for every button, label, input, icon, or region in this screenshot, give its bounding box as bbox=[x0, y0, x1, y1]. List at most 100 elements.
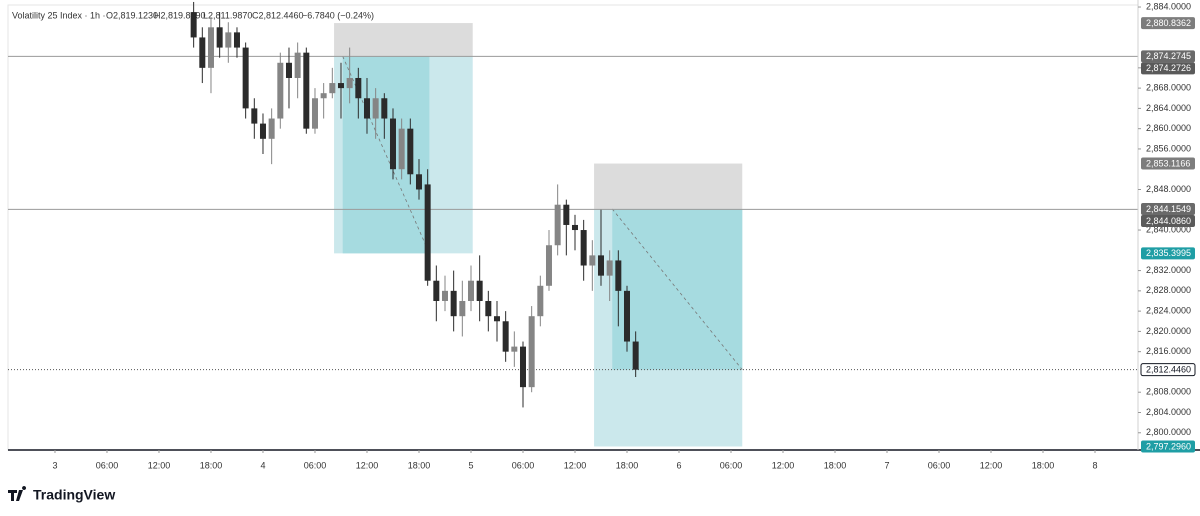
y-tick-label: 2,840.0000 bbox=[1146, 224, 1191, 234]
y-tick-label: 2,804.0000 bbox=[1146, 407, 1191, 417]
candle-body bbox=[294, 52, 301, 78]
price-badge bbox=[1141, 62, 1195, 75]
candle-body bbox=[277, 62, 284, 119]
x-tick-label: 06:00 bbox=[304, 460, 327, 470]
x-tick-label: 12:00 bbox=[356, 460, 379, 470]
x-tick-label: 12:00 bbox=[564, 460, 587, 470]
candle-body bbox=[519, 346, 526, 388]
candle-body bbox=[580, 230, 587, 266]
x-tick-label: 4 bbox=[260, 460, 265, 470]
y-tick-label: 2,800.0000 bbox=[1146, 427, 1191, 437]
candle-body bbox=[389, 118, 396, 170]
price-badge bbox=[1141, 247, 1195, 260]
price-badge bbox=[1141, 17, 1195, 30]
y-tick-label: 2,808.0000 bbox=[1146, 387, 1191, 397]
candle-body bbox=[597, 255, 604, 276]
x-tick-label: 18:00 bbox=[200, 460, 223, 470]
change: −6.7840 (−0.24%) bbox=[302, 10, 374, 20]
candle-body bbox=[303, 52, 310, 129]
x-tick-label: 12:00 bbox=[980, 460, 1003, 470]
price-badge bbox=[1141, 50, 1195, 63]
x-tick-label: 6 bbox=[676, 460, 681, 470]
price-badge-label: 2,812.4460 bbox=[1146, 365, 1191, 375]
candle-body bbox=[571, 224, 578, 231]
candle-body bbox=[329, 83, 336, 94]
price-badge bbox=[1141, 202, 1195, 215]
stop-zone bbox=[594, 163, 743, 209]
price-badge-label: 2,874.2726 bbox=[1146, 63, 1191, 73]
candle-body bbox=[615, 260, 622, 291]
candle-body bbox=[285, 62, 292, 78]
candle-body bbox=[433, 280, 440, 301]
candle-body bbox=[381, 98, 388, 119]
price-badge-label: 2,844.0860 bbox=[1146, 216, 1191, 226]
open: O2,819.1230 bbox=[106, 10, 158, 20]
price-badge-label: 2,853.1166 bbox=[1146, 158, 1190, 168]
price-badge bbox=[1141, 440, 1195, 453]
candle-body bbox=[225, 32, 232, 48]
x-tick-label: 06:00 bbox=[720, 460, 743, 470]
candle-body bbox=[476, 280, 483, 301]
candle-body bbox=[623, 290, 630, 342]
x-tick-label: 5 bbox=[468, 460, 473, 470]
candle-body bbox=[606, 260, 613, 276]
logo: TradingView bbox=[8, 486, 115, 503]
price-badge bbox=[1140, 363, 1196, 377]
x-tick-label: 3 bbox=[52, 460, 57, 470]
price-badge-label: 2,874.2745 bbox=[1146, 51, 1191, 61]
candle-body bbox=[554, 204, 561, 246]
y-tick-label: 2,860.0000 bbox=[1146, 123, 1191, 133]
candle-body bbox=[502, 321, 509, 352]
candle-body bbox=[311, 98, 318, 129]
candle-body bbox=[199, 37, 206, 68]
price-badge-label: 2,797.2960 bbox=[1146, 441, 1191, 451]
candle-body bbox=[545, 245, 552, 286]
price-badge-label: 2,880.8362 bbox=[1146, 18, 1191, 28]
x-tick-label: 12:00 bbox=[148, 460, 171, 470]
candle-body bbox=[251, 108, 258, 124]
y-tick-label: 2,824.0000 bbox=[1146, 306, 1191, 316]
close: C2,812.4460 bbox=[252, 10, 304, 20]
candle-body bbox=[415, 174, 422, 190]
y-tick-label: 2,828.0000 bbox=[1146, 285, 1191, 295]
candle-body bbox=[528, 316, 535, 388]
high: H2,819.8190 bbox=[154, 10, 206, 20]
price-badge bbox=[1141, 157, 1195, 170]
candle-body bbox=[320, 93, 327, 99]
legend: Volatility 25 Index · 1h · O2,819.1230 H… bbox=[12, 10, 374, 20]
x-tick-label: 18:00 bbox=[408, 460, 431, 470]
candle-body bbox=[563, 204, 570, 225]
candle-body bbox=[259, 123, 266, 139]
candle-body bbox=[268, 118, 275, 139]
y-tick-label: 2,832.0000 bbox=[1146, 265, 1191, 275]
y-tick-label: 2,864.0000 bbox=[1146, 103, 1191, 113]
symbol: Volatility 25 Index · 1h · bbox=[12, 10, 106, 20]
price-badge bbox=[1141, 214, 1195, 227]
candle-body bbox=[242, 47, 249, 109]
candle-body bbox=[346, 77, 353, 89]
price-badge-label: 2,835.3995 bbox=[1146, 248, 1191, 258]
watermark: TradingView bbox=[33, 487, 115, 503]
candle-body bbox=[450, 290, 457, 317]
candle-body bbox=[372, 98, 379, 119]
candle-body bbox=[190, 12, 197, 38]
candle-body bbox=[493, 316, 500, 322]
x-tick-label: 8 bbox=[1093, 460, 1098, 470]
candle-body bbox=[398, 128, 405, 170]
x-tick-label: 06:00 bbox=[928, 460, 951, 470]
x-tick-label: 7 bbox=[884, 460, 889, 470]
x-tick-label: 06:00 bbox=[512, 460, 535, 470]
y-tick-label: 2,884.0000 bbox=[1146, 1, 1191, 11]
x-tick-label: 12:00 bbox=[772, 460, 795, 470]
logo-icon bbox=[8, 486, 27, 501]
candle-body bbox=[216, 27, 223, 48]
x-tick-label: 18:00 bbox=[824, 460, 847, 470]
candle-body bbox=[363, 98, 370, 119]
x-tick-label: 18:00 bbox=[616, 460, 639, 470]
candle-body bbox=[485, 300, 492, 317]
candle-body bbox=[632, 341, 639, 370]
x-tick-label: 18:00 bbox=[1032, 460, 1055, 470]
candle-body bbox=[424, 184, 431, 281]
